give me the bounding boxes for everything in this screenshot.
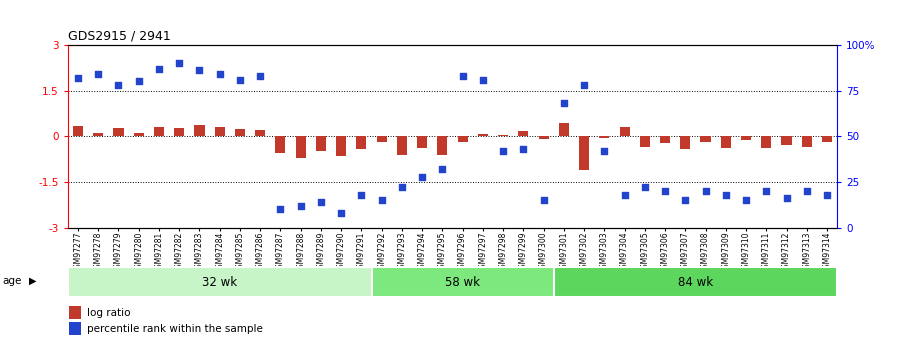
Point [476, 77, 491, 82]
Bar [195, 125, 205, 136]
Point [719, 192, 733, 198]
Point [699, 188, 713, 194]
Point [354, 192, 368, 198]
Bar [781, 136, 792, 146]
Point [799, 188, 814, 194]
Text: GDS2915 / 2941: GDS2915 / 2941 [68, 29, 171, 42]
Text: ▶: ▶ [29, 276, 36, 286]
Bar [700, 136, 710, 142]
Point [678, 197, 692, 203]
Bar [372, 267, 554, 297]
Bar [396, 136, 407, 155]
Bar [214, 127, 224, 136]
Point [91, 71, 106, 77]
Bar [174, 128, 185, 136]
Bar [134, 133, 144, 136]
Bar [519, 131, 529, 136]
Bar [478, 134, 488, 136]
Bar [93, 132, 103, 136]
Bar [554, 267, 837, 297]
Bar [579, 136, 589, 170]
Point [414, 174, 429, 179]
Bar [640, 136, 650, 147]
Point [293, 203, 308, 208]
Point [455, 73, 470, 79]
Bar [660, 136, 670, 143]
Bar [376, 136, 386, 142]
Bar [417, 136, 427, 148]
Bar [336, 136, 347, 156]
Point [496, 148, 510, 154]
Bar [255, 130, 265, 136]
Text: log ratio: log ratio [87, 308, 130, 317]
Point [820, 192, 834, 198]
Point [516, 146, 530, 152]
Point [314, 199, 329, 205]
Point [738, 197, 753, 203]
Bar [316, 136, 326, 151]
Point [192, 68, 206, 73]
Bar [275, 136, 285, 153]
Text: 32 wk: 32 wk [202, 276, 237, 288]
Point [252, 73, 268, 79]
Point [759, 188, 774, 194]
Bar [154, 127, 164, 136]
Point [233, 77, 247, 82]
Bar [68, 267, 372, 297]
Point [637, 185, 652, 190]
Bar [113, 128, 124, 136]
Text: 84 wk: 84 wk [678, 276, 713, 288]
Point [617, 192, 632, 198]
Point [213, 71, 227, 77]
Point [273, 207, 288, 212]
Bar [720, 136, 731, 148]
Point [597, 148, 612, 154]
Text: percentile rank within the sample: percentile rank within the sample [87, 324, 262, 334]
Bar [822, 136, 832, 142]
Text: 58 wk: 58 wk [445, 276, 481, 288]
Bar [498, 135, 509, 136]
Point [71, 75, 85, 80]
Point [111, 82, 126, 88]
Bar [296, 136, 306, 158]
Bar [761, 136, 771, 148]
Point [375, 197, 389, 203]
Point [152, 66, 167, 71]
Bar [437, 136, 447, 155]
Bar [741, 136, 751, 140]
Bar [458, 136, 468, 142]
Point [435, 166, 450, 172]
Bar [558, 122, 569, 136]
Point [557, 101, 571, 106]
Text: age: age [3, 276, 22, 286]
Point [576, 82, 591, 88]
Point [395, 185, 409, 190]
Bar [538, 136, 548, 139]
Bar [620, 127, 630, 136]
Point [131, 79, 146, 84]
Bar [357, 136, 367, 149]
Bar [235, 129, 245, 136]
Point [172, 60, 186, 66]
Point [658, 188, 672, 194]
Point [537, 197, 551, 203]
Point [334, 210, 348, 216]
Bar [73, 126, 83, 136]
Bar [802, 136, 812, 147]
Bar [599, 136, 609, 138]
Bar [681, 136, 691, 149]
Point [779, 196, 794, 201]
